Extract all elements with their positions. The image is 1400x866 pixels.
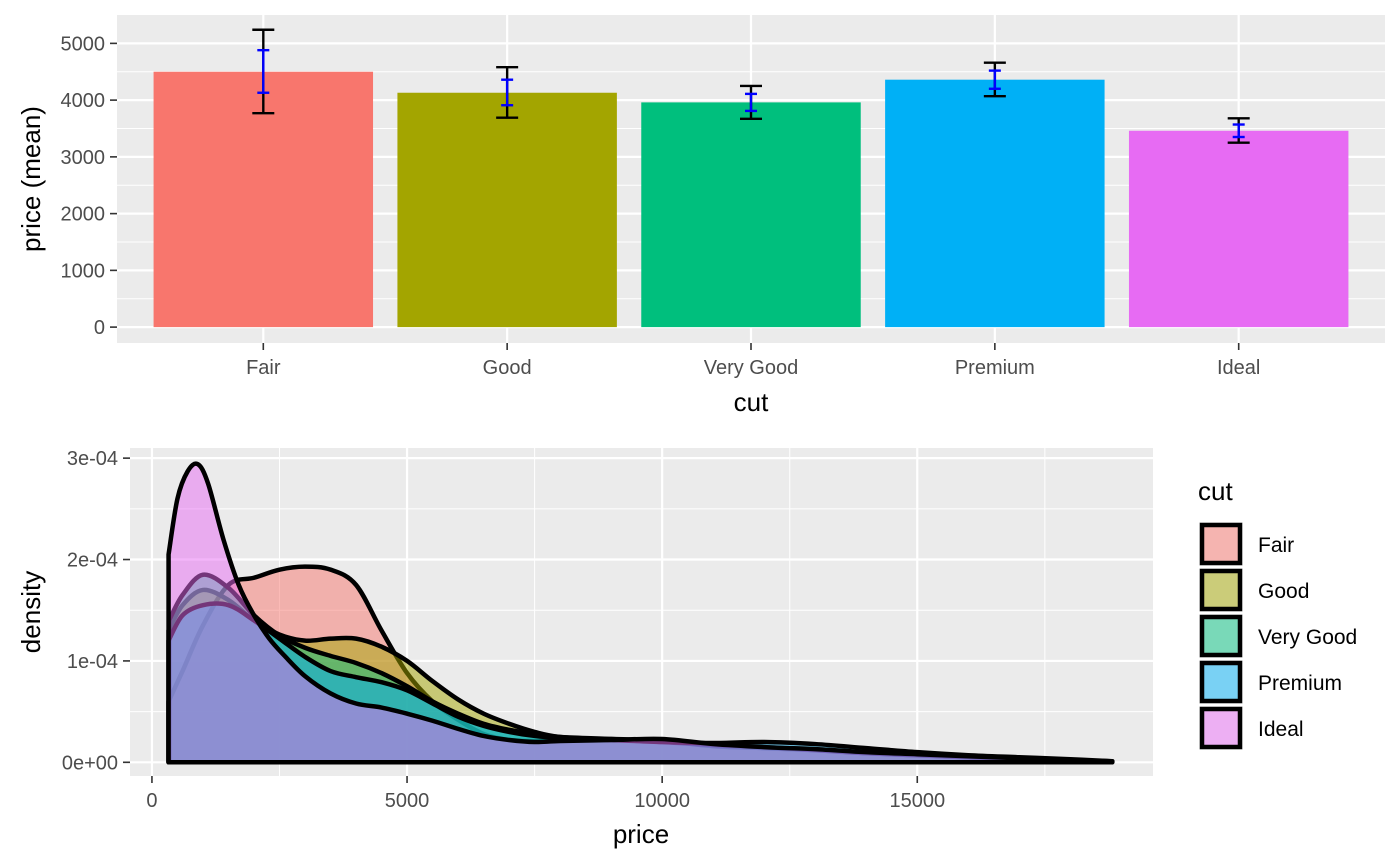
bar-premium [885,79,1105,328]
error-bar-inner [1232,123,1245,139]
bar-ideal [1128,130,1349,328]
legend-label: Ideal [1258,718,1304,741]
density-y-tick-label: 0e+00 [62,752,118,774]
error-bar-inner [745,92,757,113]
density-y-tick-label: 2e-04 [67,550,118,572]
bar-y-tick-label: 5000 [61,33,106,55]
bar-y-axis-title: price (mean) [16,106,46,252]
density-chart: 0e+00 1e-04 2e-04 3e-04 0 5000 10000 15000 pri… [16,448,1153,849]
bar-very-good [641,102,861,328]
legend-label: Good [1258,580,1309,603]
density-x-axis-title: price [613,819,669,849]
legend-label: Premium [1258,672,1342,695]
error-bar-inner [988,69,1001,90]
bar-x-ticks: Fair Good Very Good Premium Ideal [246,343,1260,379]
legend-items: Fair Good Very Good Premium Ideal [1199,522,1357,750]
bar-x-tick-label: Fair [246,357,281,379]
legend-item-ideal: Ideal [1199,706,1304,750]
legend-swatch [1199,614,1243,658]
error-bar-inner [257,48,270,94]
density-area-ideal [166,461,1114,765]
density-y-axis-title: density [16,571,46,653]
legend-swatch [1199,568,1243,612]
bar-y-tick-label: 3000 [61,147,106,169]
legend-swatch [1199,522,1243,566]
bar-y-tick-label: 2000 [61,204,106,226]
bar-y-tick-label: 4000 [61,90,106,112]
bar-x-tick-label: Ideal [1217,357,1260,379]
legend-label: Very Good [1258,626,1357,649]
legend-item-fair: Fair [1199,522,1294,566]
legend-label: Fair [1258,534,1294,557]
bar-x-tick-label: Good [483,357,532,379]
legend-item-premium: Premium [1199,660,1342,704]
error-bar-inner [501,78,514,107]
density-y-tick-label: 3e-04 [67,448,118,470]
density-x-tick-label: 10000 [634,790,690,812]
legend-item-very-good: Very Good [1199,614,1357,658]
density-x-tick-label: 5000 [385,790,430,812]
legend-swatch [1199,706,1243,750]
legend-swatch [1199,660,1243,704]
bar-chart: 0 1000 2000 3000 4000 5000 Fair Good Very Good P… [16,15,1385,417]
bar-y-tick-label: 1000 [61,260,106,282]
bar-error-bars [252,28,1250,144]
legend: cut Fair Good Very Good Premium Ideal [1198,476,1357,750]
bar-y-ticks: 0 1000 2000 3000 4000 5000 [61,33,117,339]
density-y-ticks: 0e+00 1e-04 2e-04 3e-04 [62,448,130,774]
density-x-ticks: 0 5000 10000 15000 [146,776,945,812]
legend-item-good: Good [1199,568,1309,612]
density-areas [166,461,1115,765]
density-x-tick-label: 15000 [889,790,945,812]
legend-title: cut [1198,476,1233,506]
bar-x-tick-label: Premium [955,357,1035,379]
density-y-tick-label: 1e-04 [67,651,118,673]
density-x-tick-label: 0 [146,790,157,812]
bar-x-axis-title: cut [734,387,769,417]
bar-good [397,92,617,328]
bar-x-tick-label: Very Good [704,357,799,379]
bar-y-tick-label: 0 [94,317,105,339]
